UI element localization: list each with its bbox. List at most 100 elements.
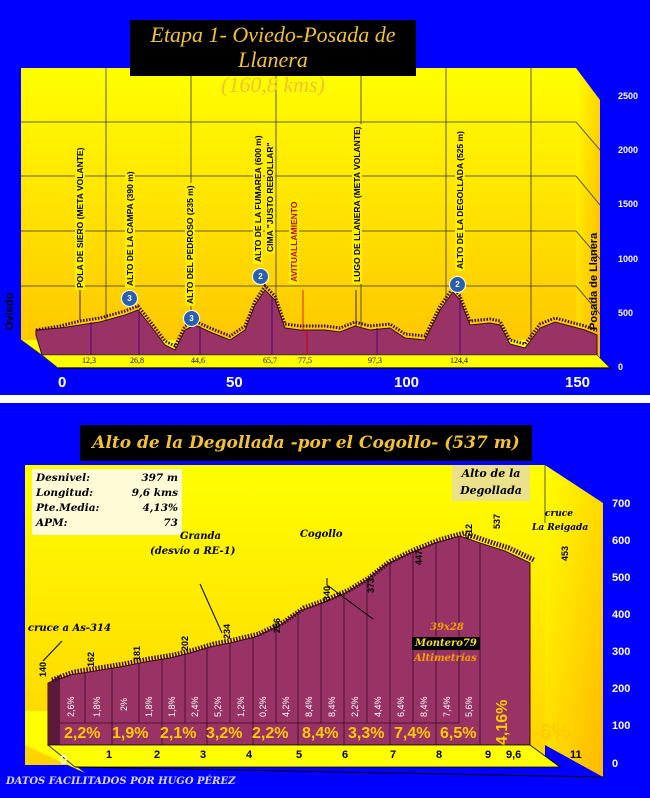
elevation-label: 202 bbox=[180, 635, 190, 651]
y-tick: 400 bbox=[612, 609, 631, 621]
annotation-cruce: cruce bbox=[545, 509, 573, 519]
km-grade: 4,16% bbox=[494, 699, 511, 745]
annotation-cogollo: Cogollo bbox=[300, 529, 343, 540]
x-tick: 2 bbox=[154, 749, 161, 761]
stage-title-line2: (160,8 kms) bbox=[221, 72, 325, 97]
x-tick: 4 bbox=[246, 749, 253, 761]
km-label: 12,3 bbox=[82, 356, 96, 365]
km-grade: 2,2% bbox=[252, 725, 289, 742]
point-label-cima-justo-rebollar: CIMA "JUSTO REBOLLAR" bbox=[265, 140, 275, 254]
elevation-label: 447 bbox=[414, 549, 424, 565]
x-tick: 1 bbox=[106, 749, 113, 761]
credit-author: Montero79 bbox=[412, 637, 480, 650]
point-label-avituallamiento: AVITUALLAMIENTO bbox=[289, 199, 299, 284]
elevation-label: 256 bbox=[272, 617, 282, 633]
half-km-grade: 4,4% bbox=[373, 696, 383, 717]
credit-scale: 39x28 bbox=[430, 622, 464, 633]
stat-pendiente-media: Pte.Media: 4,13% bbox=[36, 502, 178, 514]
x-tick: 7 bbox=[390, 749, 397, 761]
elevation-label: 453 bbox=[560, 545, 570, 561]
point-label-alto-fumarea: ALTO DE LA FUMAREA (600 m) bbox=[253, 133, 263, 264]
stat-desnivel: Desnivel: 397 m bbox=[36, 472, 178, 484]
elevation-label: 162 bbox=[86, 651, 96, 667]
stage-profile-panel: Etapa 1- Oviedo-Posada de Llanera (160,8… bbox=[0, 0, 650, 395]
y-tick: 200 bbox=[612, 683, 631, 695]
half-km-grade: 8,4% bbox=[419, 696, 429, 717]
half-km-grade: 6,4% bbox=[396, 696, 406, 717]
km-grade: 3,2% bbox=[206, 725, 243, 742]
y-tick: 0 bbox=[618, 362, 624, 372]
km-label: 97,3 bbox=[368, 356, 382, 365]
km-grade: -6% bbox=[532, 719, 572, 744]
half-km-grade: 8,4% bbox=[304, 696, 314, 717]
point-label-lugo-de-llanera: LUGO DE LLANERA (META VOLANTE) bbox=[352, 124, 362, 284]
x-tick: 50 bbox=[226, 374, 243, 391]
annotation-granda: Granda bbox=[180, 531, 222, 542]
x-tick: 6 bbox=[342, 749, 349, 761]
point-label-alto-la-campa: ALTO DE LA CAMPA (390 m) bbox=[125, 169, 135, 288]
km-grade: 2,2% bbox=[64, 725, 101, 742]
climb-title: Alto de la Degollada -por el Cogollo- (5… bbox=[80, 425, 532, 461]
annotation-summit-line1: Alto de la bbox=[461, 467, 521, 480]
km-grade: 1,9% bbox=[112, 725, 149, 742]
annotation-granda-desvio: (desvío a RE-1) bbox=[150, 546, 236, 557]
stat-apm: APM: 73 bbox=[36, 517, 178, 529]
elevation-label: 340 bbox=[322, 585, 332, 601]
annotation-la-reigada: La Reigada bbox=[532, 523, 589, 533]
half-km-grade: 1,8% bbox=[144, 696, 154, 717]
stat-longitud: Longitud: 9,6 kms bbox=[36, 487, 178, 499]
half-km-grade: 0,2% bbox=[258, 696, 268, 717]
stage-title: Etapa 1- Oviedo-Posada de Llanera (160,8… bbox=[130, 20, 416, 97]
km-grade: 3,3% bbox=[348, 725, 385, 742]
elevation-label: 234 bbox=[222, 623, 232, 639]
half-km-grade: 1,8% bbox=[167, 696, 177, 717]
km-grade: 2,1% bbox=[160, 725, 197, 742]
x-tick: 100 bbox=[394, 374, 420, 391]
half-km-grade: 2,2% bbox=[350, 696, 360, 717]
credit-altimetrias: Altimetrías bbox=[414, 653, 477, 664]
x-tick: 150 bbox=[565, 374, 591, 391]
half-km-grade: 1,8% bbox=[92, 696, 102, 717]
y-tick: 1500 bbox=[618, 199, 639, 209]
y-tick: 500 bbox=[612, 572, 631, 584]
y-tick: 600 bbox=[612, 535, 631, 547]
y-tick: 100 bbox=[612, 720, 631, 732]
x-tick: 9 bbox=[485, 749, 492, 761]
y-tick: 0 bbox=[612, 758, 619, 770]
half-km-grade: 5,2% bbox=[213, 696, 223, 717]
half-km-grade: 2% bbox=[119, 697, 129, 711]
km-grade: 8,4% bbox=[302, 725, 339, 742]
x-tick: 11 bbox=[570, 749, 582, 761]
elevation-label: 140 bbox=[38, 661, 48, 677]
x-tick: 8 bbox=[436, 749, 443, 761]
km-grade: 6,5% bbox=[440, 725, 477, 742]
x-tick: 5 bbox=[296, 749, 303, 761]
elevation-label: 181 bbox=[132, 645, 142, 661]
category-3-badge-icon: 3 bbox=[121, 290, 138, 307]
climb-profile-panel: Alto de la Degollada -por el Cogollo- (5… bbox=[0, 403, 650, 798]
point-label-pola-de-siero: POLA DE SIERO (META VOLANTE) bbox=[75, 145, 85, 290]
annotation-summit-box: Alto de la Degollada bbox=[452, 465, 530, 501]
half-km-grade: 1,2% bbox=[236, 696, 246, 717]
annotation-cruce-as314: cruce a As-314 bbox=[28, 623, 111, 634]
elevation-label: 537 bbox=[492, 513, 502, 529]
y-tick: 2000 bbox=[618, 145, 639, 155]
x-tick: 9,6 bbox=[506, 749, 522, 761]
y-tick: 700 bbox=[612, 498, 631, 510]
annotation-summit-line2: Degollada bbox=[460, 484, 522, 497]
category-2-badge-icon: 2 bbox=[252, 268, 269, 285]
half-km-grade: 2,6% bbox=[66, 696, 76, 717]
elevation-label: 373 bbox=[366, 577, 376, 593]
half-km-grade: 8,4% bbox=[327, 696, 337, 717]
y-tick: 500 bbox=[618, 308, 634, 318]
climb-profile-chart bbox=[25, 465, 604, 778]
y-tick: 1000 bbox=[618, 254, 639, 264]
data-credit-footer: DATOS FACILITADOS POR HUGO PÉREZ bbox=[6, 776, 236, 787]
climb-stats-box: Desnivel: 397 m Longitud: 9,6 kms Pte.Medi… bbox=[32, 469, 182, 535]
km-grade: 7,4% bbox=[394, 725, 431, 742]
start-label: Oviedo bbox=[4, 292, 16, 330]
category-3-badge-icon: 3 bbox=[183, 310, 200, 327]
stage-title-line1: Etapa 1- Oviedo-Posada de Llanera bbox=[150, 22, 396, 72]
half-km-grade: 2,4% bbox=[190, 696, 200, 717]
end-label: Posada de Llanera bbox=[588, 232, 600, 330]
